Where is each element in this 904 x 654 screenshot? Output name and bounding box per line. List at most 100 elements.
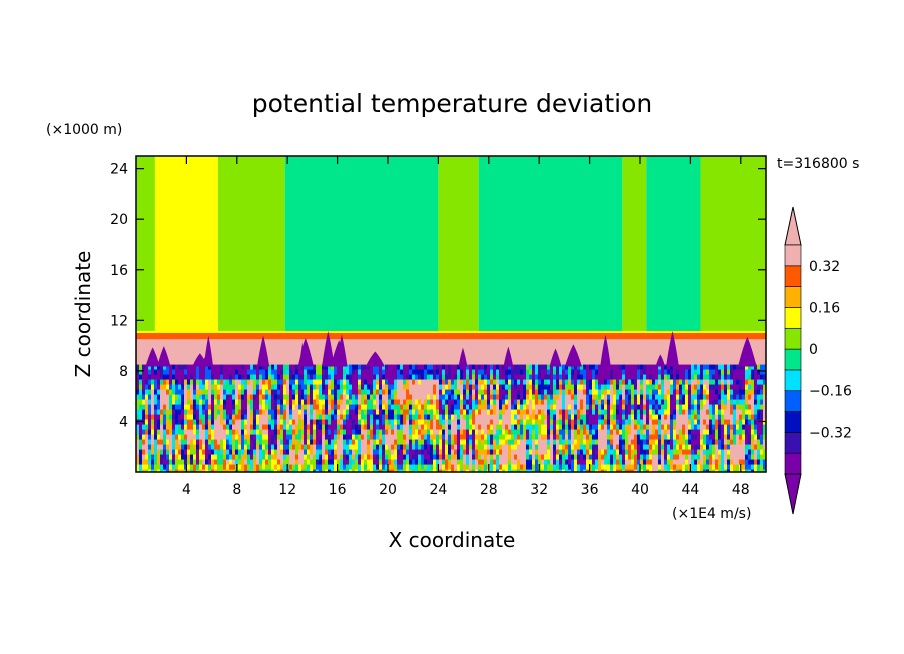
- turbulent-cell: [292, 369, 296, 375]
- turbulent-cell: [268, 459, 272, 465]
- turbulent-cell: [259, 469, 263, 472]
- turbulent-cell: [343, 459, 347, 465]
- turbulent-cell: [616, 384, 620, 390]
- turbulent-cell: [742, 419, 746, 425]
- turbulent-cell: [595, 449, 599, 455]
- turbulent-cell: [670, 379, 674, 385]
- y-tick-label: 4: [119, 414, 128, 430]
- turbulent-cell: [343, 374, 347, 380]
- turbulent-cell: [568, 374, 572, 380]
- turbulent-cell: [547, 399, 551, 405]
- turbulent-cell: [487, 454, 491, 460]
- turbulent-cell: [673, 374, 677, 380]
- turbulent-cell: [361, 424, 365, 430]
- turbulent-cell: [655, 404, 659, 410]
- turbulent-cell: [415, 449, 419, 455]
- turbulent-cell: [754, 429, 758, 435]
- turbulent-cell: [457, 399, 461, 405]
- turbulent-cell: [535, 369, 539, 375]
- turbulent-cell: [718, 459, 722, 465]
- turbulent-cell: [703, 404, 707, 410]
- turbulent-cell: [343, 414, 347, 420]
- turbulent-cell: [733, 374, 737, 380]
- turbulent-cell: [655, 429, 659, 435]
- turbulent-cell: [706, 429, 710, 435]
- turbulent-cell: [511, 454, 515, 460]
- turbulent-cell: [523, 389, 527, 395]
- turbulent-cell: [187, 389, 191, 395]
- turbulent-cell: [433, 384, 437, 390]
- turbulent-cell: [214, 469, 218, 472]
- turbulent-cell: [526, 374, 530, 380]
- turbulent-cell: [142, 464, 146, 470]
- turbulent-cell: [517, 454, 521, 460]
- turbulent-cell: [655, 374, 659, 380]
- turbulent-cell: [529, 459, 533, 465]
- turbulent-cell: [562, 394, 566, 400]
- turbulent-cell: [250, 419, 254, 425]
- turbulent-cell: [193, 454, 197, 460]
- turbulent-cell: [241, 434, 245, 440]
- turbulent-cell: [445, 459, 449, 465]
- colorbar-swatch: [784, 452, 802, 475]
- plume: [666, 331, 679, 367]
- turbulent-cell: [655, 384, 659, 390]
- turbulent-cell: [700, 364, 704, 370]
- turbulent-cell: [538, 419, 542, 425]
- turbulent-cell: [760, 399, 764, 405]
- turbulent-cell: [436, 439, 440, 445]
- turbulent-cell: [433, 469, 437, 472]
- turbulent-cell: [397, 434, 401, 440]
- turbulent-cell: [325, 409, 329, 415]
- turbulent-cell: [412, 389, 416, 395]
- turbulent-cell: [454, 364, 458, 370]
- turbulent-cell: [568, 419, 572, 425]
- turbulent-cell: [535, 459, 539, 465]
- turbulent-cell: [466, 439, 470, 445]
- colorbar-under-arrow: [784, 473, 802, 515]
- turbulent-cell: [160, 454, 164, 460]
- turbulent-cell: [628, 439, 632, 445]
- turbulent-cell: [514, 384, 518, 390]
- turbulent-cell: [589, 409, 593, 415]
- turbulent-cell: [715, 419, 719, 425]
- turbulent-cell: [196, 379, 200, 385]
- turbulent-cell: [610, 379, 614, 385]
- turbulent-cell: [517, 434, 521, 440]
- turbulent-cell: [577, 424, 581, 430]
- turbulent-cell: [373, 429, 377, 435]
- turbulent-cell: [589, 454, 593, 460]
- turbulent-cell: [577, 399, 581, 405]
- turbulent-cell: [505, 384, 509, 390]
- turbulent-cell: [646, 469, 650, 472]
- turbulent-cell: [640, 364, 644, 370]
- turbulent-cell: [397, 449, 401, 455]
- turbulent-cell: [607, 369, 611, 375]
- turbulent-cell: [733, 404, 737, 410]
- turbulent-cell: [178, 439, 182, 445]
- turbulent-cell: [607, 409, 611, 415]
- turbulent-cell: [745, 469, 749, 472]
- turbulent-cell: [157, 379, 161, 385]
- turbulent-cell: [142, 389, 146, 395]
- turbulent-cell: [676, 369, 680, 375]
- turbulent-cell: [604, 439, 608, 445]
- turbulent-cell: [343, 454, 347, 460]
- x-tick-label: 8: [232, 482, 241, 498]
- turbulent-cell: [148, 429, 152, 435]
- turbulent-cell: [418, 469, 422, 472]
- turbulent-cell: [196, 394, 200, 400]
- turbulent-cell: [289, 429, 293, 435]
- turbulent-cell: [316, 384, 320, 390]
- turbulent-cell: [328, 404, 332, 410]
- turbulent-cell: [451, 424, 455, 430]
- turbulent-cell: [208, 459, 212, 465]
- turbulent-cell: [562, 469, 566, 472]
- turbulent-cell: [277, 419, 281, 425]
- turbulent-cell: [307, 449, 311, 455]
- turbulent-cell: [604, 459, 608, 465]
- turbulent-cell: [547, 444, 551, 450]
- turbulent-cell: [445, 394, 449, 400]
- turbulent-cell: [475, 424, 479, 430]
- turbulent-cell: [394, 419, 398, 425]
